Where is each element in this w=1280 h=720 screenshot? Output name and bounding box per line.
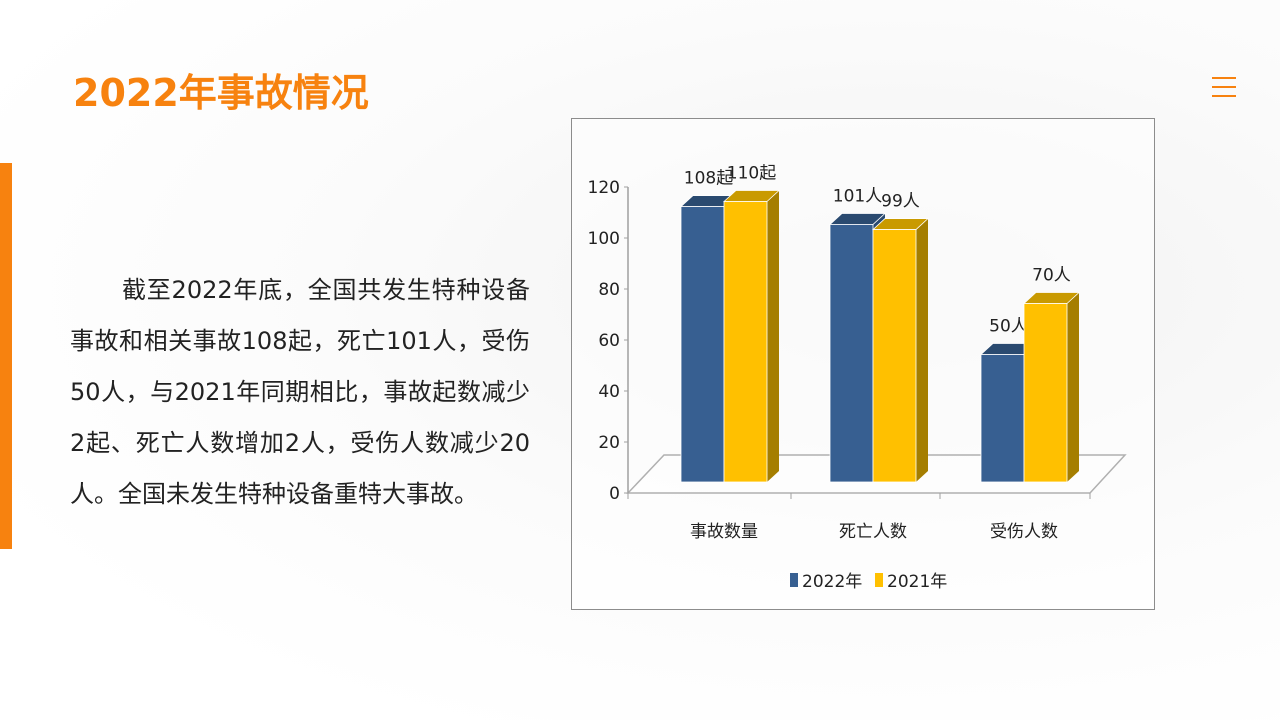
bar-2022年 <box>680 206 725 483</box>
accent-bar <box>0 163 12 549</box>
y-tick-label: 40 <box>598 382 620 402</box>
bar-side <box>767 190 779 482</box>
data-label: 50人 <box>989 317 1028 337</box>
bar-2022年 <box>829 224 874 483</box>
menu-icon[interactable] <box>1212 77 1236 97</box>
y-tick-label: 80 <box>598 280 620 300</box>
y-tick-label: 0 <box>609 484 620 504</box>
page-title: 2022年事故情况 <box>73 71 369 115</box>
y-tick-label: 120 <box>588 178 620 198</box>
bar-side <box>1067 292 1079 482</box>
y-tick-label: 60 <box>598 331 620 351</box>
bar-2021年 <box>1023 303 1068 483</box>
data-label: 101人 <box>833 186 882 206</box>
data-label: 108起 <box>684 169 733 189</box>
legend-swatch <box>790 573 798 587</box>
x-category-label: 受伤人数 <box>990 522 1058 542</box>
y-tick-label: 20 <box>598 433 620 453</box>
data-label: 99人 <box>881 192 920 212</box>
bar-2021年 <box>723 201 768 483</box>
legend-swatch <box>875 573 883 587</box>
data-label: 70人 <box>1032 266 1071 286</box>
legend-label: 2021年 <box>887 572 947 592</box>
bar-side <box>916 218 928 483</box>
body-paragraph: 截至2022年底，全国共发生特种设备事故和相关事故108起，死亡101人，受伤5… <box>70 276 530 508</box>
bar-2022年 <box>980 354 1025 483</box>
y-tick-label: 100 <box>588 229 620 249</box>
bar-2021年 <box>872 229 917 483</box>
x-category-label: 死亡人数 <box>839 522 907 542</box>
x-category-label: 事故数量 <box>690 522 758 542</box>
data-label: 110起 <box>727 164 776 184</box>
legend-label: 2022年 <box>802 572 862 592</box>
